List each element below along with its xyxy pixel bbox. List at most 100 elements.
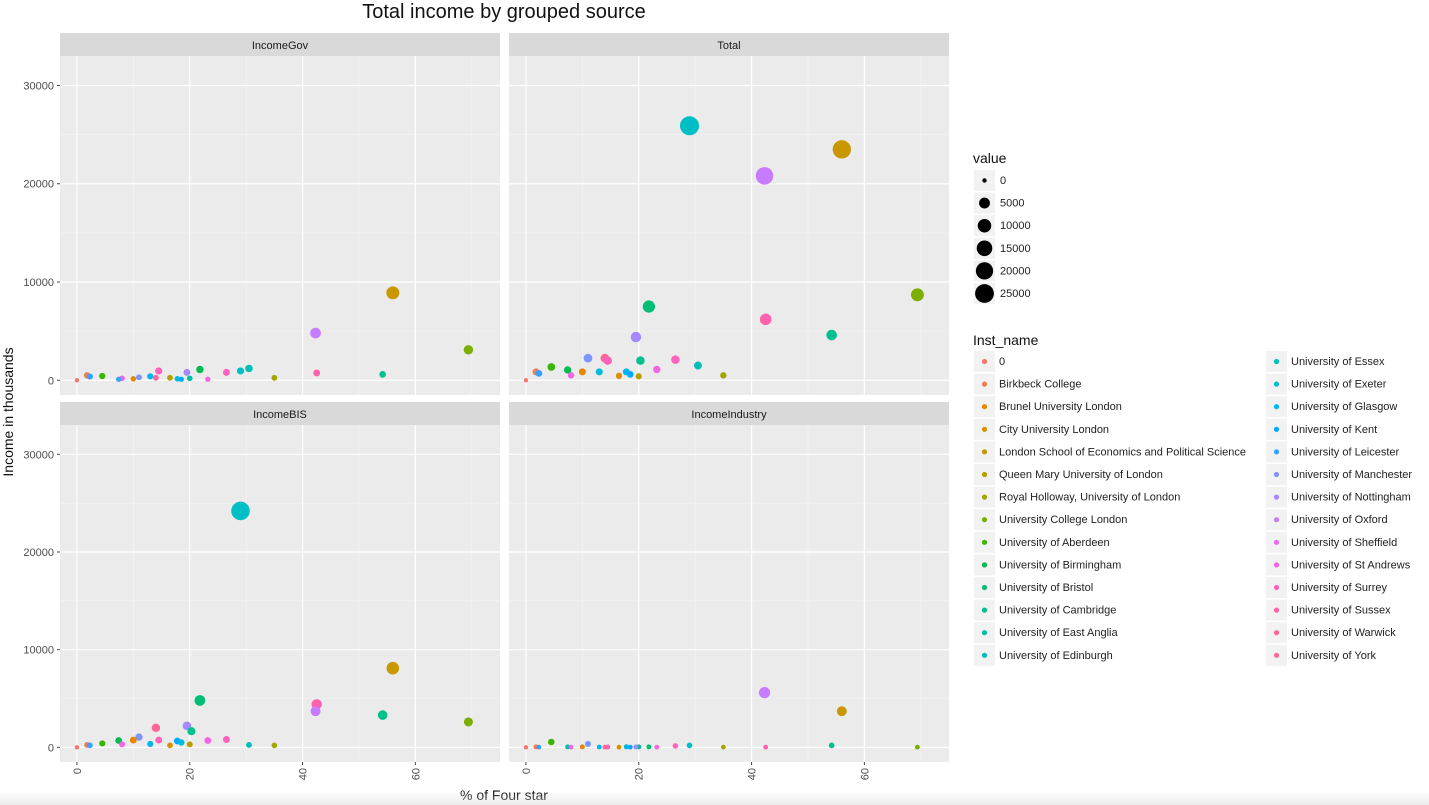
color-legend-swatch-0: [981, 358, 988, 365]
color-legend-swatch-university-of-sheffield: [1273, 539, 1280, 545]
color-legend-label: 0: [999, 356, 1005, 368]
panel-background: [509, 425, 949, 762]
color-legend-label: University of Essex: [1291, 356, 1385, 368]
data-point-brunel-university-london: [130, 376, 137, 382]
x-tick-label: 60: [859, 768, 871, 780]
data-point-university-of-st-andrews: [568, 744, 574, 750]
data-point-university-of-bristol: [194, 695, 206, 706]
facet-strip: [509, 402, 949, 425]
data-point-university-college-london: [463, 345, 474, 355]
size-legend-label: 10000: [1000, 220, 1031, 232]
data-point-university-of-warwick: [152, 374, 159, 381]
color-legend-swatch-university-of-st-andrews: [1273, 562, 1280, 568]
data-point-0: [523, 378, 529, 383]
data-point-university-of-oxford: [755, 167, 774, 185]
color-legend-swatch-university-of-cambridge: [981, 607, 988, 613]
color-legend-swatch-university-of-manchester: [1273, 471, 1280, 478]
color-legend-label: London School of Economics and Political…: [999, 446, 1246, 458]
data-point-university-of-east-anglia: [186, 375, 193, 382]
data-point-university-college-london: [463, 717, 473, 727]
color-legend-label: University of York: [1291, 650, 1376, 662]
data-point-university-of-surrey: [155, 367, 163, 375]
data-point-brunel-university-london: [129, 736, 137, 744]
data-point-university-of-st-andrews: [205, 376, 211, 382]
color-legend-title: Inst_name: [973, 332, 1039, 348]
y-tick-label: 10000: [23, 277, 54, 289]
data-point-city-university-london: [167, 742, 173, 749]
color-legend-swatch-city-university-london: [981, 426, 988, 432]
data-point-university-of-st-andrews: [653, 365, 661, 374]
color-legend-label: University of St Andrews: [1291, 559, 1411, 571]
data-point-university-of-sussex: [763, 744, 769, 750]
color-legend-swatch-university-college-london: [981, 517, 988, 523]
data-point-london-school-of-economics-and-political-science: [836, 706, 847, 717]
size-legend-label: 20000: [1000, 265, 1031, 277]
data-point-london-school-of-economics-and-political-science: [386, 661, 400, 675]
facet-strip-label: IncomeBIS: [253, 409, 307, 421]
x-tick-label: 60: [410, 768, 422, 780]
y-tick-label: 0: [48, 742, 54, 754]
data-point-university-of-manchester: [584, 740, 592, 747]
data-point-university-of-st-andrews: [567, 372, 575, 379]
color-legend-label: University of Oxford: [1291, 514, 1388, 526]
data-point-university-of-cambridge: [828, 742, 835, 749]
color-legend-label: University of Glasgow: [1291, 401, 1397, 413]
data-point-london-school-of-economics-and-political-science: [386, 286, 400, 300]
data-point-university-of-st-andrews: [204, 737, 212, 744]
color-legend-swatch-university-of-glasgow: [1273, 404, 1280, 410]
panel-background: [60, 56, 500, 395]
color-legend-swatch-birkbeck-college: [981, 381, 988, 387]
color-legend-swatch-university-of-oxford: [1273, 517, 1280, 523]
color-legend-label: University of Sheffield: [1291, 537, 1397, 549]
color-legend-label: University of Nottingham: [1291, 492, 1411, 504]
data-point-university-of-cambridge: [187, 727, 196, 736]
color-legend-swatch-university-of-edinburgh: [981, 652, 988, 658]
data-point-queen-mary-university-of-london: [167, 374, 173, 381]
color-legend-swatch-university-of-nottingham: [1273, 494, 1280, 500]
color-legend-swatch-queen-mary-university-of-london: [981, 471, 988, 478]
data-point-university-of-leicester: [535, 369, 543, 377]
facet-total: Total: [509, 33, 949, 395]
data-point-university-of-manchester: [135, 374, 142, 381]
data-point-university-of-aberdeen: [548, 738, 555, 746]
color-legend-label: University of Warwick: [1291, 627, 1396, 639]
data-point-university-of-bristol: [646, 744, 652, 750]
color-legend-label: Birkbeck College: [999, 379, 1082, 391]
data-point-university-of-surrey: [671, 355, 680, 364]
data-point-royal-holloway-university-of-london: [720, 744, 726, 750]
y-tick-label: 20000: [23, 547, 54, 559]
data-point-university-of-essex: [231, 501, 250, 521]
data-point-university-of-manchester: [583, 353, 593, 363]
data-point-university-of-glasgow: [147, 373, 154, 380]
facet-strip: [60, 33, 500, 56]
data-point-0: [74, 745, 80, 750]
x-tick-label: 40: [747, 768, 759, 780]
data-point-university-of-glasgow: [147, 740, 154, 747]
data-point-queen-mary-university-of-london: [186, 741, 193, 748]
color-legend-swatch-university-of-east-anglia: [981, 630, 988, 636]
color-legend-label: University of Sussex: [1291, 605, 1391, 617]
data-point-university-of-st-andrews: [654, 744, 660, 750]
data-point-university-of-essex: [686, 742, 693, 749]
data-point-university-of-nottingham: [630, 331, 642, 343]
facet-incomeindustry: IncomeIndustry 0 20 40 60: [509, 402, 949, 780]
data-point-university-of-surrey: [222, 368, 230, 376]
data-point-brunel-university-london: [578, 368, 586, 376]
data-point-london-school-of-economics-and-political-science: [832, 140, 852, 159]
data-point-university-of-st-andrews: [119, 741, 126, 748]
data-point-university-of-sussex: [759, 313, 772, 326]
data-point-royal-holloway-university-of-london: [271, 742, 278, 749]
data-point-university-of-warwick: [602, 744, 608, 750]
data-point-queen-mary-university-of-london: [635, 373, 642, 380]
data-point-royal-holloway-university-of-london: [720, 372, 727, 379]
data-point-royal-holloway-university-of-london: [271, 374, 278, 381]
data-point-university-of-bristol: [642, 300, 656, 313]
color-legend-label: University College London: [999, 514, 1127, 526]
data-point-university-of-kent: [178, 376, 184, 382]
y-axis-label: Income in thousands: [0, 347, 16, 476]
data-point-university-of-sussex: [313, 369, 321, 377]
bottom-shadow: [0, 791, 1429, 805]
facet-panels: IncomeGov 0 10000 20000 30000 Total IncomeBIS 0…: [23, 33, 949, 780]
data-point-university-of-oxford: [310, 327, 321, 339]
